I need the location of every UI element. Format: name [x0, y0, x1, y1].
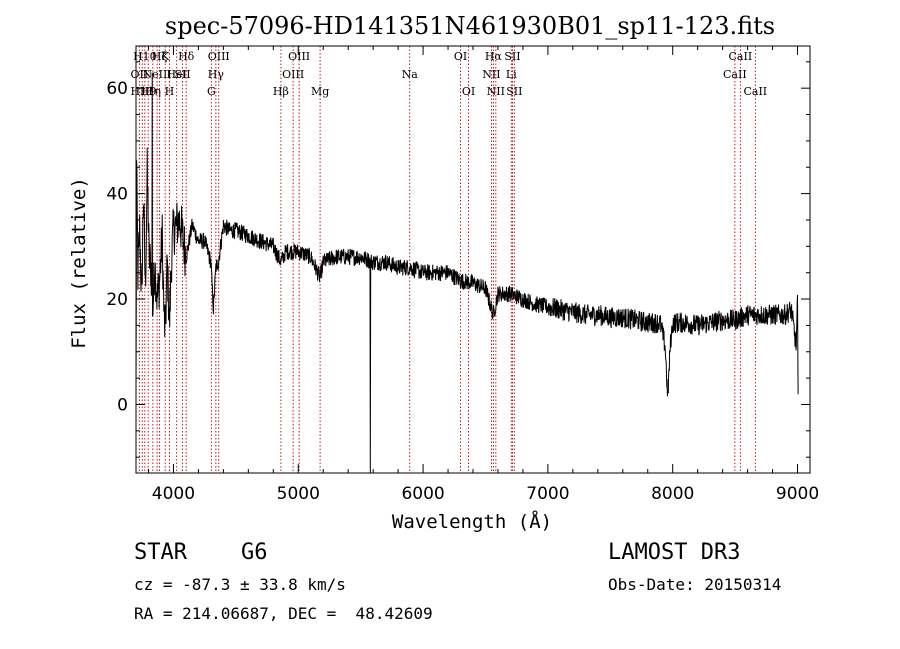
line-label-17: OIII — [288, 50, 310, 63]
coordinates: RA = 214.06687, DEC = 48.42609 — [134, 604, 433, 623]
y-tick-label-2: 40 — [106, 185, 128, 205]
y-axis-label: Flux (relative) — [68, 177, 90, 349]
line-label-30: CaII — [743, 85, 767, 98]
line-label-19: Na — [402, 68, 419, 81]
x-tick-label-0: 4000 — [152, 484, 195, 504]
line-label-29: CaII — [729, 50, 753, 63]
line-label-25: Li — [506, 68, 517, 81]
line-label-12: G — [207, 85, 216, 98]
line-label-20: OI — [454, 50, 467, 63]
line-label-2: H10 — [133, 50, 157, 63]
line-label-4: Hη — [145, 85, 161, 98]
plot-frame — [135, 45, 811, 474]
spectral-line-labels: OIIH11H10H9HηNeIIIHζKHHeISIIHδGHγOIIIHβO… — [130, 50, 767, 98]
x-axis: 4000 5000 6000 7000 8000 9000 — [147, 46, 819, 504]
line-label-15: Hβ — [273, 85, 289, 98]
observation-date: Obs-Date: 20150314 — [608, 575, 782, 594]
line-label-26: SII — [504, 50, 520, 63]
x-tick-label-1: 5000 — [277, 484, 320, 504]
x-tick-label-2: 6000 — [401, 484, 444, 504]
line-label-27: SII — [506, 85, 522, 98]
survey-name: LAMOST DR3 — [608, 540, 741, 565]
line-label-18: Mg — [311, 85, 329, 98]
line-label-24: NII — [487, 85, 505, 98]
line-label-10: SII — [174, 68, 190, 81]
redshift-cz: cz = -87.3 ± 33.8 km/s — [134, 575, 346, 594]
line-label-6: Hζ — [152, 50, 168, 63]
y-axis: 0 20 40 60 — [106, 61, 810, 458]
line-label-0: OII — [131, 68, 149, 81]
spectrum-series — [135, 72, 799, 474]
chart-title: spec-57096-HD141351N461930B01_sp11-123.f… — [165, 12, 775, 40]
y-tick-label-3: 60 — [106, 79, 128, 99]
series-spectrum — [135, 72, 799, 474]
y-tick-label-1: 20 — [106, 290, 128, 310]
x-tick-label-3: 7000 — [526, 484, 569, 504]
line-label-13: Hγ — [208, 68, 225, 81]
line-label-8: H — [165, 85, 175, 98]
x-tick-label-4: 8000 — [651, 484, 694, 504]
y-tick-label-0: 0 — [117, 395, 128, 415]
line-label-7: K — [161, 50, 170, 63]
line-label-22: NII — [482, 68, 500, 81]
line-label-5: NeIII — [143, 68, 172, 81]
line-label-23: Hα — [485, 50, 503, 63]
line-label-11: Hδ — [178, 50, 195, 63]
line-label-16: OIII — [282, 68, 304, 81]
line-label-21: OI — [462, 85, 475, 98]
spectral-line-markers — [138, 46, 756, 473]
x-axis-label: Wavelength (Å) — [392, 510, 552, 533]
x-tick-label-5: 9000 — [776, 484, 819, 504]
line-label-28: CaII — [723, 68, 747, 81]
line-label-9: HeI — [166, 68, 186, 81]
object-subclass: G6 — [241, 540, 268, 565]
object-class: STAR — [134, 540, 187, 565]
line-label-14: OIII — [208, 50, 230, 63]
